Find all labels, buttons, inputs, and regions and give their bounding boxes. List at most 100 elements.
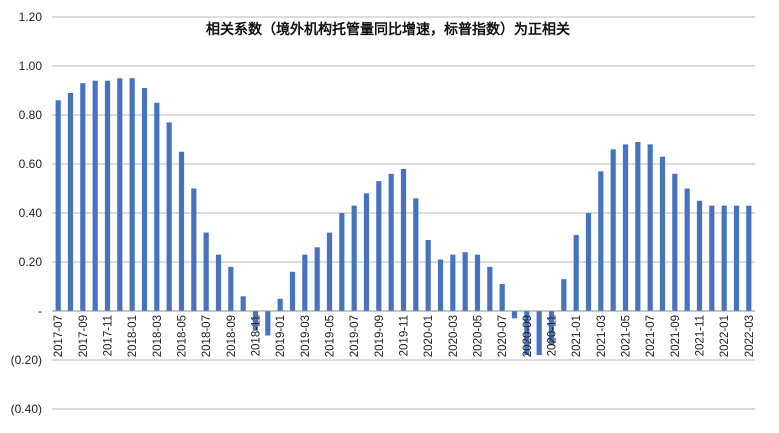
bars — [55, 78, 752, 356]
bar-2021-10 — [684, 188, 690, 311]
bar-2019-06 — [339, 213, 345, 311]
bar-2019-10 — [388, 173, 394, 311]
y-tick-label: (0.20) — [11, 353, 42, 367]
x-tick-label: 2021-07 — [645, 315, 657, 357]
x-tick-label: 2021-09 — [670, 315, 682, 357]
x-tick-label: 2018-03 — [152, 315, 164, 357]
bar-2019-07 — [351, 205, 357, 311]
x-tick-label: 2021-01 — [571, 315, 583, 357]
bar-2019-11 — [400, 168, 407, 311]
x-tick-label: 2018-07 — [201, 315, 213, 357]
x-tick-label: 2020-05 — [473, 315, 485, 357]
bar-2020-10 — [536, 311, 542, 356]
bar-2017-09 — [80, 83, 86, 312]
y-tick-label: (0.40) — [11, 402, 42, 416]
bar-2018-07 — [203, 232, 209, 311]
bar-2018-09 — [228, 266, 234, 311]
bar-2018-12 — [265, 311, 271, 336]
bar-2020-09 — [524, 311, 530, 356]
bar-2020-03 — [450, 254, 456, 311]
x-tick-label: 2018-01 — [127, 315, 139, 357]
chart-title: 相关系数（境外机构托管量同比增速，标普指数）为正相关 — [206, 21, 570, 38]
bar-2020-12 — [561, 279, 567, 311]
bar-2017-11 — [104, 80, 111, 311]
x-tick-label: 2018-11 — [251, 315, 263, 356]
y-axis-tick-labels: 1.20 1.00 0.80 0.60 0.40 0.20 - (0.20) (0.40) — [11, 10, 43, 416]
bar-2017-12 — [117, 78, 123, 311]
bar-2022-02 — [733, 205, 740, 311]
y-tick-label: 0.80 — [19, 108, 43, 122]
bar-2021-04 — [610, 149, 616, 311]
x-tick-label: 2021-05 — [621, 315, 633, 357]
bar-2020-01 — [425, 239, 431, 311]
bar-2020-04 — [462, 252, 468, 311]
y-tick-label: 1.20 — [19, 10, 43, 24]
y-tick-label: 0.60 — [19, 157, 43, 171]
x-axis-tick-labels: 2017-07 2017-09 2017-11 2018-01 2018-03 2018-… — [53, 315, 756, 357]
bar-2019-08 — [363, 193, 370, 311]
x-tick-label: 2020-11 — [547, 315, 559, 356]
bar-2021-12 — [709, 205, 715, 311]
x-tick-label: 2017-11 — [103, 315, 115, 356]
bar-2019-12 — [413, 198, 419, 311]
bar-2018-01 — [129, 78, 135, 311]
x-tick-label: 2022-03 — [744, 315, 756, 357]
x-tick-label: 2022-01 — [719, 315, 731, 357]
bar-2019-09 — [376, 181, 382, 311]
bar-2020-05 — [474, 254, 481, 311]
bar-2019-02 — [289, 271, 296, 311]
bar-2021-02 — [585, 213, 592, 311]
bar-2020-02 — [437, 259, 444, 311]
bar-2021-03 — [598, 171, 604, 311]
x-tick-label: 2021-03 — [596, 315, 608, 357]
x-tick-label: 2017-07 — [53, 315, 65, 357]
x-tick-label: 2020-03 — [448, 315, 460, 357]
x-tick-label: 2020-01 — [423, 315, 435, 357]
bar-2020-07 — [499, 284, 505, 311]
bar-2021-09 — [672, 173, 678, 311]
bar-2017-10 — [92, 80, 98, 311]
bar-2018-08 — [215, 254, 222, 311]
x-tick-label: 2018-09 — [226, 315, 238, 357]
bar-2021-11 — [696, 200, 703, 311]
bar-2018-02 — [141, 88, 148, 311]
bar-2018-05 — [178, 151, 185, 311]
y-tick-label: 1.00 — [19, 59, 43, 73]
bar-2019-01 — [277, 298, 283, 311]
bar-2019-05 — [326, 232, 333, 311]
bar-2018-04 — [166, 122, 172, 311]
bar-2018-11 — [252, 311, 259, 331]
bar-2022-01 — [721, 205, 727, 311]
x-tick-label: 2020-07 — [497, 315, 509, 357]
bar-2021-01 — [573, 235, 579, 311]
bar-2018-03 — [154, 102, 160, 311]
x-tick-label: 2021-11 — [695, 315, 707, 356]
bar-2021-07 — [647, 144, 653, 311]
bar-2017-07 — [55, 100, 61, 311]
x-tick-label: 2019-09 — [374, 315, 386, 357]
x-tick-label: 2019-11 — [399, 315, 411, 356]
y-tick-label: - — [38, 304, 42, 318]
x-tick-label: 2019-01 — [275, 315, 287, 357]
bar-2021-08 — [659, 156, 666, 311]
bar-2020-11 — [548, 311, 555, 346]
x-tick-label: 2018-05 — [177, 315, 189, 357]
x-tick-label: 2020-09 — [522, 315, 534, 357]
bar-2021-05 — [622, 144, 629, 311]
bar-2022-03 — [746, 205, 752, 311]
bar-2019-03 — [302, 254, 308, 311]
x-tick-label: 2019-07 — [349, 315, 361, 357]
x-tick-label: 2019-03 — [300, 315, 312, 357]
bar-2019-04 — [314, 247, 320, 311]
y-tick-label: 0.40 — [19, 206, 43, 220]
bar-2017-08 — [67, 92, 74, 311]
bar-2018-10 — [240, 296, 246, 311]
bar-2018-06 — [191, 188, 197, 311]
bar-2021-06 — [635, 141, 641, 311]
x-tick-label: 2019-05 — [325, 315, 337, 357]
bar-2020-08 — [511, 311, 518, 319]
x-tick-label: 2017-09 — [78, 315, 90, 357]
y-tick-label: 0.20 — [19, 255, 43, 269]
